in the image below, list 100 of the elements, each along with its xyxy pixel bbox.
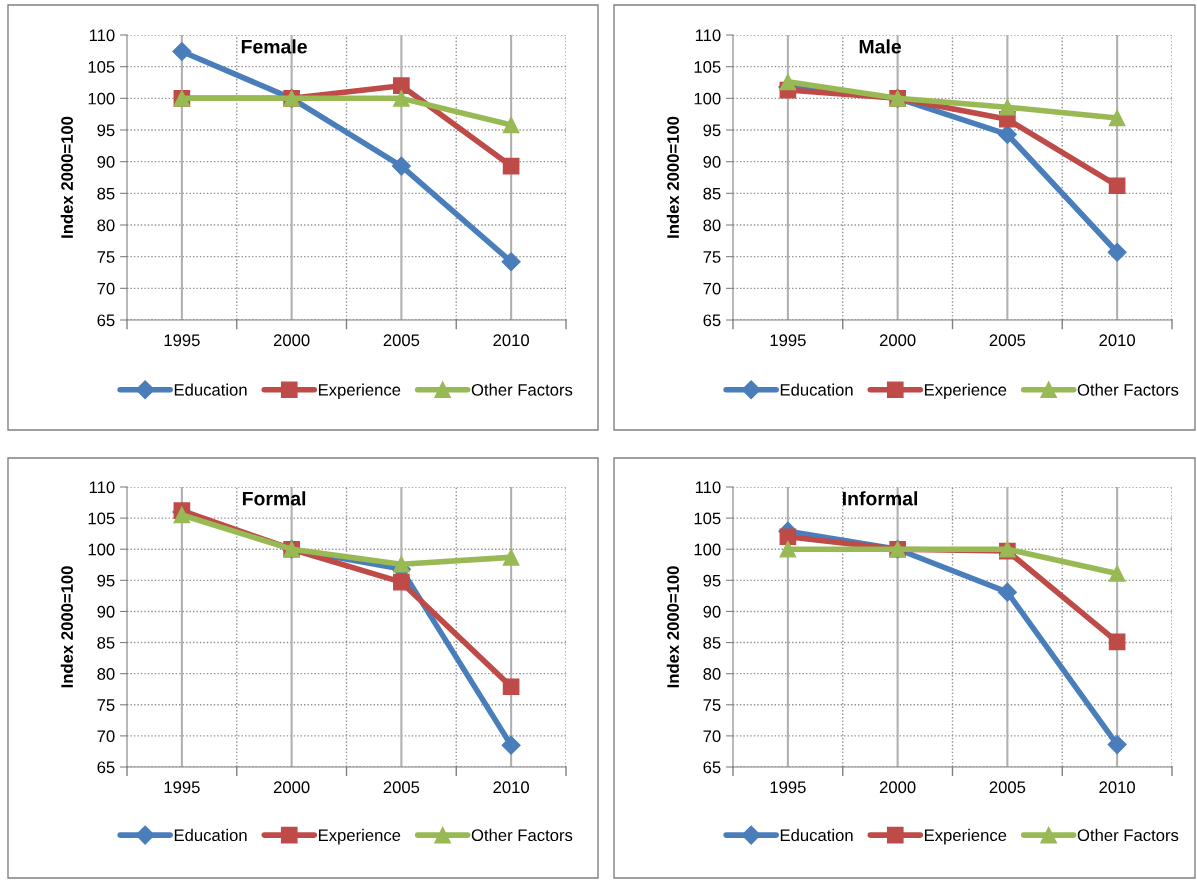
y-tick-label: 100 [88, 543, 115, 556]
y-tick-label: 75 [703, 699, 721, 711]
point [999, 98, 1016, 116]
y-axis-title: Index 2000=100 [666, 566, 679, 688]
x-tick-label: 2005 [383, 781, 420, 794]
point [502, 678, 520, 696]
point [502, 157, 520, 175]
y-tick-label: 90 [703, 605, 721, 618]
y-tick-label: 70 [97, 730, 115, 743]
y-tick-label: 105 [694, 512, 721, 525]
y-tick-label: 75 [97, 251, 115, 263]
point [173, 506, 191, 524]
legend-label: Education [780, 383, 853, 396]
y-tick-label: 90 [97, 605, 115, 618]
y-tick-label: 85 [703, 636, 721, 649]
y-tick-label: 85 [97, 187, 115, 200]
y-tick-label: 95 [703, 574, 721, 587]
y-tick-label: 100 [694, 543, 721, 556]
x-tick-label: 2005 [989, 334, 1026, 347]
x-tick-label: 2010 [1099, 334, 1136, 347]
y-tick-label: 75 [703, 251, 721, 263]
point [501, 252, 521, 272]
point [502, 548, 520, 566]
y-tick-label: 95 [97, 124, 115, 137]
chart-title: Informal [843, 491, 918, 506]
y-axis-title: Index 2000=100 [60, 116, 73, 238]
point [501, 735, 521, 755]
x-tick-label: 2000 [879, 781, 916, 794]
point [172, 41, 192, 62]
legend-label: Other Factors [471, 828, 573, 842]
y-tick-label: 65 [703, 314, 721, 327]
y-tick-label: 110 [695, 29, 721, 42]
y-tick-label: 70 [97, 282, 115, 295]
y-tick-label: 100 [694, 92, 721, 105]
point [393, 89, 410, 107]
x-tick-label: 2000 [273, 334, 310, 347]
y-tick-label: 80 [97, 668, 115, 680]
x-tick-label: 1995 [770, 334, 806, 347]
legend-label: Other Factors [1077, 383, 1179, 396]
y-tick-label: 90 [703, 156, 721, 168]
point [779, 540, 797, 558]
y-tick-label: 105 [88, 61, 115, 73]
y-tick-label: 85 [97, 636, 115, 649]
point [1108, 177, 1126, 195]
chart-title: Male [859, 39, 902, 54]
point [393, 555, 410, 573]
legend-label: Experience [924, 383, 1007, 400]
point [1107, 242, 1127, 262]
y-tick-label: 65 [97, 314, 115, 327]
y-tick-label: 65 [97, 761, 115, 774]
x-tick-label: 1995 [770, 781, 806, 794]
point [1108, 109, 1126, 127]
legend-label: Education [174, 828, 247, 842]
x-tick-label: 1995 [164, 334, 200, 347]
point [1108, 565, 1126, 582]
point [779, 73, 797, 91]
legend-label: Experience [318, 828, 401, 845]
y-tick-label: 85 [703, 187, 721, 200]
x-tick-label: 2000 [273, 781, 310, 794]
chart-title: Formal [242, 491, 306, 506]
point [1107, 735, 1127, 755]
legend-label: Education [780, 828, 853, 842]
point [1108, 633, 1126, 651]
y-tick-label: 70 [703, 282, 721, 295]
y-tick-label: 110 [695, 481, 721, 494]
x-tick-label: 2005 [989, 781, 1026, 794]
x-tick-label: 2010 [1099, 781, 1136, 794]
y-tick-label: 105 [88, 512, 115, 525]
y-axis-title: Index 2000=100 [666, 116, 679, 238]
y-tick-label: 80 [703, 219, 721, 232]
y-tick-label: 95 [703, 124, 721, 137]
y-tick-label: 100 [88, 92, 115, 105]
x-tick-label: 2005 [383, 334, 420, 347]
x-tick-label: 2000 [879, 334, 916, 347]
legend-label: Education [174, 383, 247, 396]
y-tick-label: 110 [89, 29, 115, 42]
chart-title: Female [241, 39, 307, 54]
legend-label: Experience [318, 383, 401, 400]
point [779, 528, 797, 546]
y-tick-label: 110 [89, 481, 115, 494]
legend-label: Other Factors [471, 383, 573, 396]
y-tick-label: 80 [703, 668, 721, 680]
y-tick-label: 70 [703, 730, 721, 743]
point [393, 573, 410, 591]
point [391, 156, 411, 176]
point [502, 116, 520, 134]
point [393, 77, 410, 95]
y-tick-label: 105 [694, 61, 721, 73]
y-tick-label: 95 [97, 574, 115, 587]
x-tick-label: 2010 [493, 781, 530, 794]
legend-label: Experience [924, 828, 1007, 845]
point [997, 582, 1017, 602]
y-tick-label: 90 [97, 156, 115, 168]
y-tick-label: 65 [703, 761, 721, 774]
x-tick-label: 1995 [164, 781, 200, 794]
x-tick-label: 2010 [493, 334, 530, 347]
y-tick-label: 80 [97, 219, 115, 232]
legend-label: Other Factors [1077, 828, 1179, 842]
y-axis-title: Index 2000=100 [60, 566, 73, 688]
y-tick-label: 75 [97, 699, 115, 711]
